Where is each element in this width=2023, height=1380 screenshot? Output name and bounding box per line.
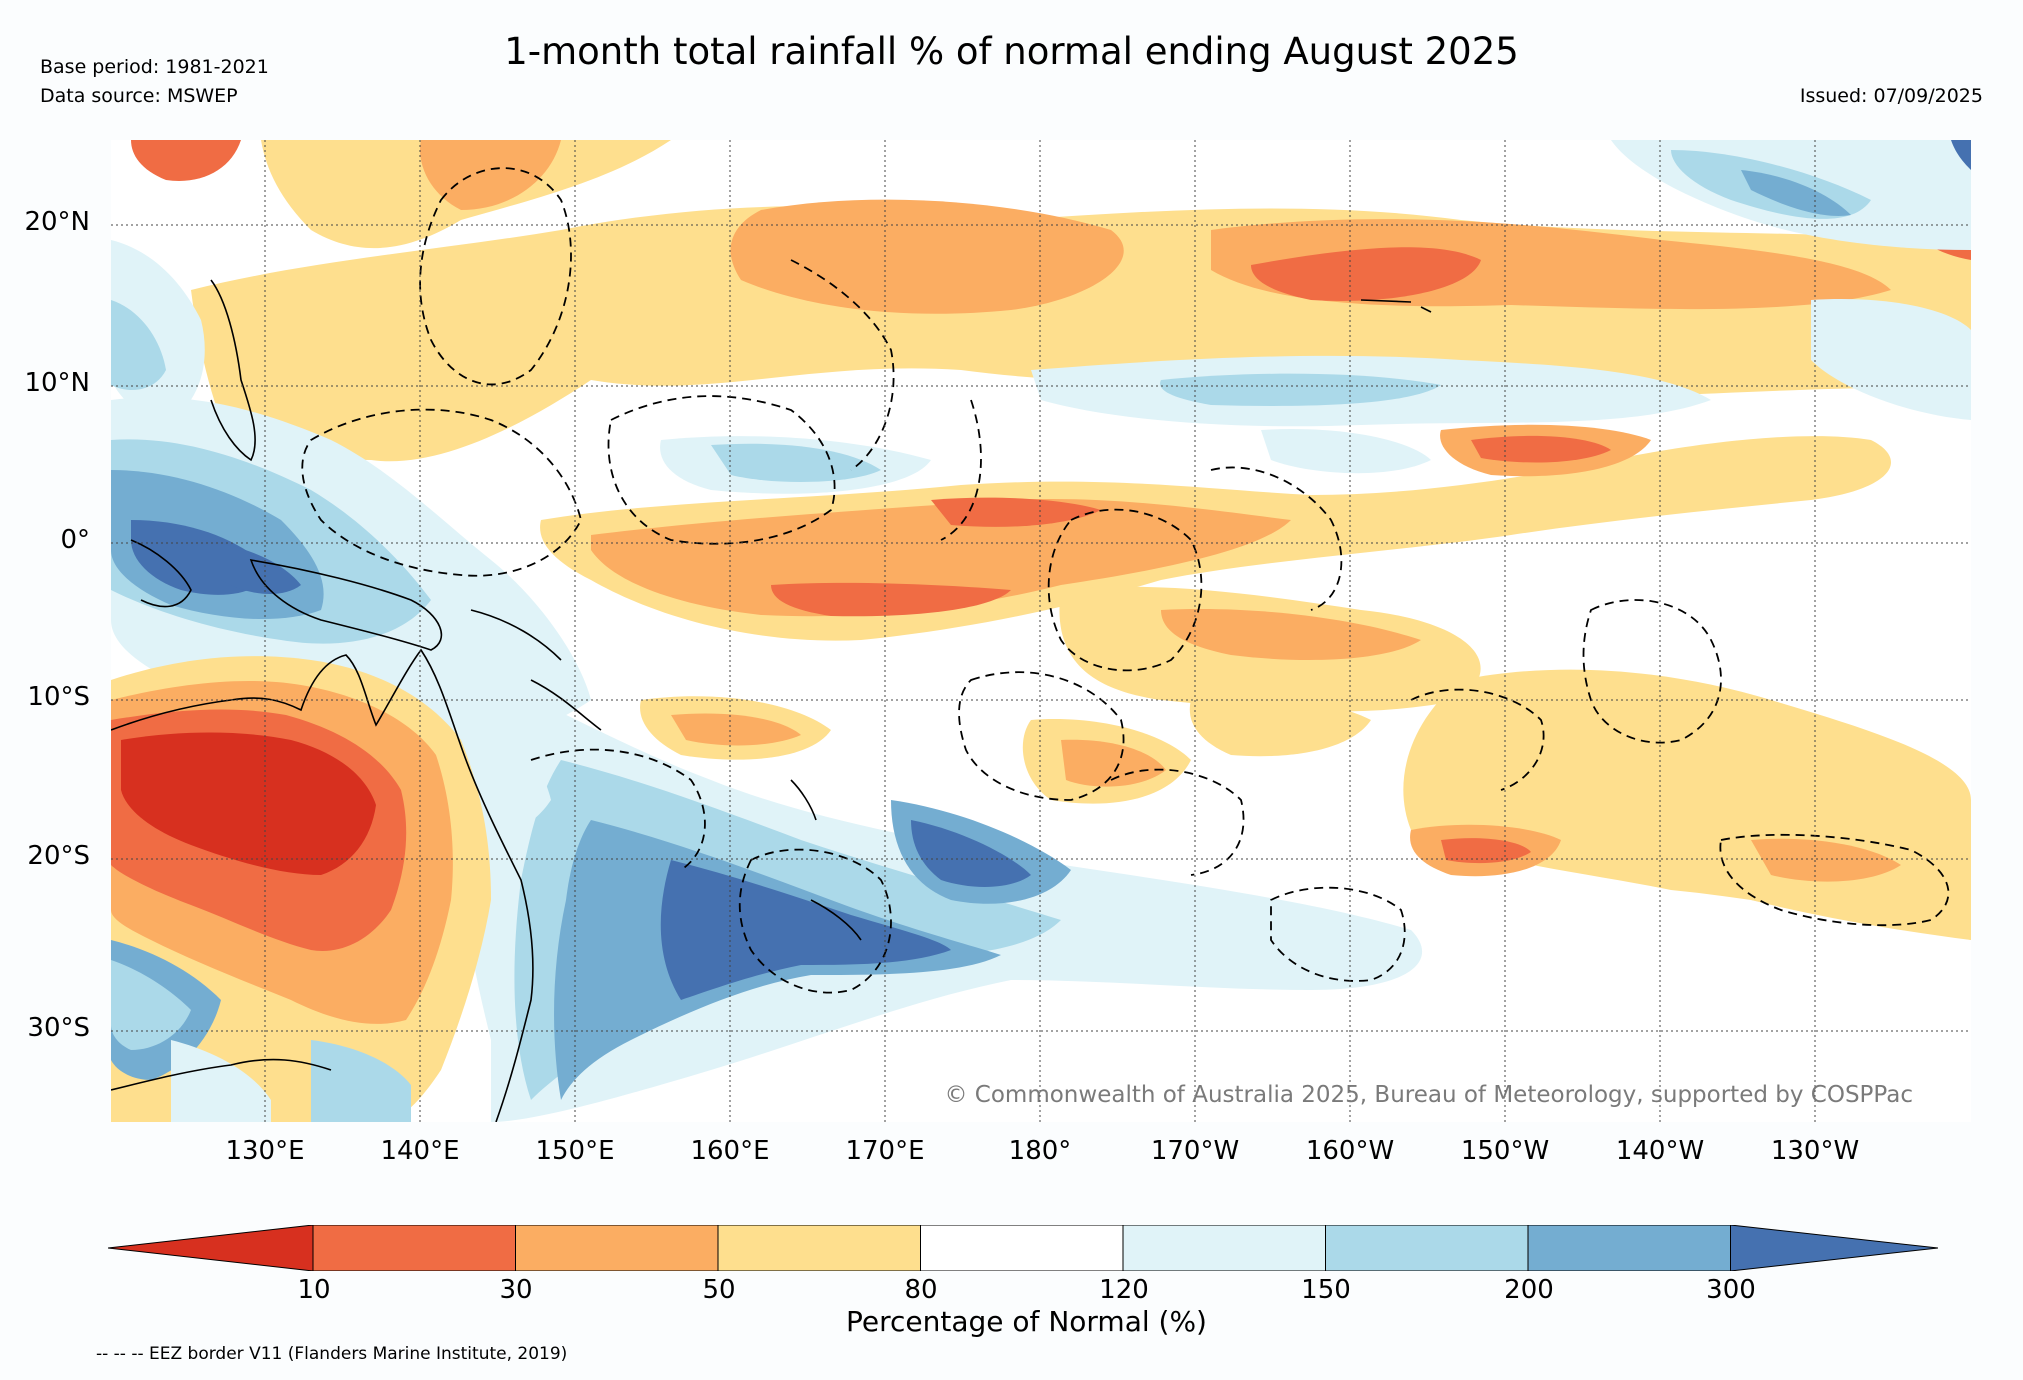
australia-dry-region bbox=[111, 656, 491, 1122]
colorbar-tick-150: 150 bbox=[1301, 1275, 1351, 1305]
colorbar-segment-200-300 bbox=[1527, 1225, 1731, 1271]
lat-label-0: 0° bbox=[60, 525, 90, 555]
colorbar-tick-120: 120 bbox=[1099, 1275, 1149, 1305]
copyright-notice: © Commonwealth of Australia 2025, Bureau… bbox=[944, 1082, 1913, 1108]
lon-label-140e: 140°E bbox=[380, 1136, 460, 1166]
lon-label-160e: 160°E bbox=[690, 1136, 770, 1166]
south-east-dry-region bbox=[640, 586, 1971, 940]
data-source-text: Data source: MSWEP bbox=[40, 85, 238, 107]
graticule bbox=[111, 140, 1971, 1122]
colorbar-tick-300: 300 bbox=[1706, 1275, 1756, 1305]
equatorial-dry-band bbox=[540, 424, 1891, 641]
colorbar-segment-30-50 bbox=[515, 1225, 719, 1271]
eez-borders bbox=[301, 167, 1950, 994]
colorbar-segment-50-80 bbox=[717, 1225, 921, 1271]
lon-label-170e: 170°E bbox=[845, 1136, 925, 1166]
lon-label-150e: 150°E bbox=[535, 1136, 615, 1166]
colorbar-segment-150-200 bbox=[1325, 1225, 1529, 1271]
eez-border-note: -- -- -- EEZ border V11 (Flanders Marine… bbox=[96, 1344, 568, 1364]
coastlines bbox=[111, 279, 1432, 1122]
lon-label-130e: 130°E bbox=[225, 1136, 305, 1166]
lon-label-160w: 160°W bbox=[1305, 1136, 1395, 1166]
colorbar-tick-50: 50 bbox=[702, 1275, 736, 1305]
lon-label-180: 180° bbox=[1008, 1136, 1072, 1166]
colorbar-label: Percentage of Normal (%) bbox=[846, 1305, 1207, 1338]
colorbar-segment-10-30 bbox=[312, 1225, 516, 1271]
colorbar-segment-below-10 bbox=[108, 1225, 314, 1271]
base-period-text: Base period: 1981-2021 bbox=[40, 56, 269, 78]
lat-label-20s: 20°S bbox=[27, 841, 90, 871]
lat-label-30s: 30°S bbox=[27, 1013, 90, 1043]
colorbar-tick-10: 10 bbox=[297, 1275, 331, 1305]
issued-date: Issued: 07/09/2025 bbox=[1799, 85, 1983, 107]
colorbar bbox=[108, 1225, 1938, 1271]
lon-label-130w: 130°W bbox=[1770, 1136, 1860, 1166]
colorbar-tick-200: 200 bbox=[1504, 1275, 1554, 1305]
rainfall-map bbox=[111, 140, 1971, 1122]
colorbar-tick-80: 80 bbox=[904, 1275, 938, 1305]
north-wet-patches bbox=[660, 140, 1971, 494]
map-outer-border bbox=[111, 140, 1971, 1122]
colorbar-tick-30: 30 bbox=[499, 1275, 533, 1305]
map-canvas bbox=[111, 140, 1971, 1122]
lon-label-140w: 140°W bbox=[1615, 1136, 1705, 1166]
colorbar-segment-120-150 bbox=[1122, 1225, 1326, 1271]
south-pacific-wet-band bbox=[452, 680, 1423, 1122]
colorbar-segment-above-300 bbox=[1730, 1225, 1938, 1271]
lat-label-10n: 10°N bbox=[24, 368, 90, 398]
lon-label-150w: 150°W bbox=[1460, 1136, 1550, 1166]
lat-label-10s: 10°S bbox=[27, 682, 90, 712]
lat-label-20n: 20°N bbox=[24, 207, 90, 237]
chart-title: 1-month total rainfall % of normal endin… bbox=[504, 30, 1519, 73]
colorbar-segment-80-120 bbox=[920, 1225, 1124, 1271]
lon-label-170w: 170°W bbox=[1150, 1136, 1240, 1166]
